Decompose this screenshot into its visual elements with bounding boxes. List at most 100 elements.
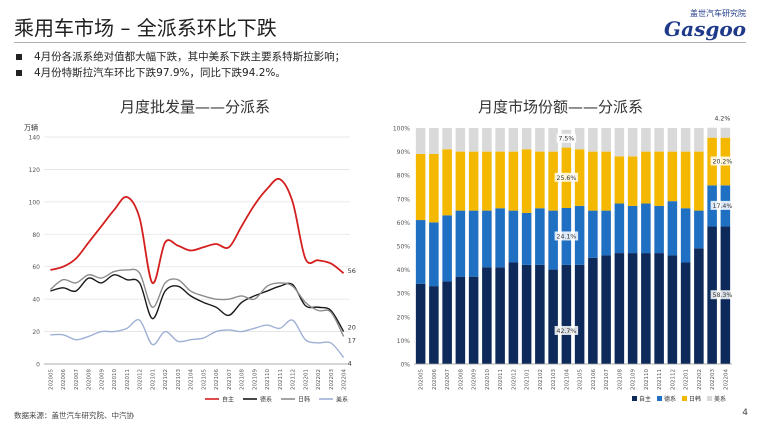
bar-segment-日韩: [535, 151, 545, 209]
bar-segment-自主: [627, 253, 638, 364]
bar-segment-自主: [614, 253, 625, 364]
bar-y-tick: 30%: [397, 291, 411, 298]
line-series-美系: [50, 319, 345, 358]
bar-segment-德系: [654, 205, 664, 254]
bar-segment-自主: [641, 253, 651, 364]
line-x-tick: 202105: [201, 369, 207, 390]
bar-x-tick: 202005: [419, 369, 425, 390]
bar-segment-德系: [641, 203, 651, 254]
bar-segment-美系: [667, 128, 678, 152]
bullet-list: 4月份各派系绝对值都大幅下跌，其中美系下跌主要系特斯拉影响； 4月份特斯拉汽车环…: [16, 49, 345, 81]
line-x-tick: 202103: [176, 369, 182, 390]
bar-x-tick: 202110: [644, 369, 650, 390]
line-x-tick: 202012: [138, 369, 144, 390]
bar-y-tick: 70%: [397, 196, 411, 203]
logo-wordmark: Gasgoo: [664, 17, 746, 41]
bar-x-tick: 202009: [472, 369, 478, 390]
bar-segment-日韩: [680, 151, 691, 209]
bar-segment-德系: [627, 205, 638, 254]
title-divider: [14, 42, 746, 43]
line-x-tick: 202008: [87, 369, 93, 390]
bar-segment-德系: [442, 215, 452, 282]
bar-segment-德系: [468, 210, 479, 277]
bar-data-label: 17.4%: [713, 203, 733, 210]
bar-y-tick: 80%: [397, 173, 411, 180]
bar-segment-日韩: [495, 151, 505, 209]
line-x-tick: 202104: [189, 369, 195, 390]
line-y-tick: 20: [32, 329, 40, 336]
bar-segment-德系: [495, 208, 505, 268]
gasgoo-logo: 盖世汽车研究院 Gasgoo: [654, 8, 746, 42]
bar-segment-德系: [601, 210, 611, 256]
bar-x-tick: 202202: [697, 369, 703, 390]
bar-y-tick: 100%: [393, 126, 410, 133]
bar-legend-swatch: [682, 396, 687, 401]
line-x-tick: 202101: [150, 369, 156, 390]
bar-segment-德系: [574, 205, 585, 265]
bar-segment-自主: [548, 269, 558, 364]
bar-data-label: 25.6%: [557, 175, 577, 182]
line-y-tick: 140: [29, 135, 41, 142]
line-x-tick: 202112: [291, 369, 297, 390]
bar-data-label-bg: [710, 200, 735, 210]
bar-segment-日韩: [415, 153, 426, 221]
bar-x-tick: 202203: [710, 369, 716, 390]
bar-segment-自主: [667, 255, 678, 364]
bar-x-tick: 202006: [432, 369, 438, 390]
bar-segment-日韩: [641, 151, 651, 204]
bar-y-tick: 20%: [397, 314, 411, 321]
bar-segment-日韩: [468, 151, 479, 211]
bar-segment-美系: [468, 128, 479, 152]
bar-segment-美系: [654, 128, 664, 152]
line-x-tick: 202009: [99, 369, 105, 390]
bar-segment-美系: [455, 128, 466, 152]
bar-segment-日韩: [442, 149, 452, 216]
bar-segment-自主: [442, 281, 452, 364]
bar-segment-自主: [429, 286, 439, 364]
bar-segment-日韩: [601, 151, 611, 211]
line-end-label: 20: [348, 324, 356, 332]
bar-x-tick: 202010: [485, 369, 491, 390]
bar-segment-自主: [455, 276, 466, 364]
bar-segment-美系: [614, 128, 625, 157]
line-x-tick: 202204: [342, 369, 348, 390]
bar-x-tick: 202204: [723, 369, 729, 390]
bar-segment-自主: [588, 257, 598, 364]
bar-segment-自主: [468, 276, 479, 364]
line-x-tick: 202106: [214, 369, 220, 390]
line-x-tick: 202107: [227, 369, 233, 390]
bar-data-label-bg: [554, 325, 579, 335]
bar-segment-日韩: [482, 151, 492, 211]
bar-segment-日韩: [548, 151, 558, 211]
bar-segment-自主: [574, 264, 585, 364]
bar-x-tick: 202007: [445, 369, 451, 390]
line-x-tick: 202102: [163, 369, 169, 390]
bar-segment-德系: [588, 210, 598, 258]
bar-legend-label: 德系: [664, 395, 676, 403]
line-legend-label: 自主: [222, 396, 234, 404]
bar-data-label-bg: [554, 172, 579, 182]
bar-y-tick: 10%: [397, 338, 411, 345]
bar-legend-swatch: [707, 396, 712, 401]
bar-segment-日韩: [667, 151, 678, 202]
bar-segment-美系: [442, 128, 452, 150]
bar-segment-德系: [667, 201, 678, 256]
bar-segment-自主: [508, 262, 519, 364]
bar-segment-德系: [455, 210, 466, 277]
bar-segment-德系: [482, 210, 492, 268]
bar-segment-德系: [535, 208, 545, 265]
bar-legend-label: 美系: [714, 395, 726, 403]
bar-x-tick: 202008: [458, 369, 464, 390]
bar-segment-日韩: [455, 151, 466, 211]
bar-x-tick: 202106: [591, 369, 597, 390]
bar-data-label: 20.2%: [713, 159, 733, 166]
bar-segment-美系: [429, 128, 439, 154]
bar-x-tick: 202012: [511, 369, 517, 390]
bar-data-label-bg: [712, 113, 733, 123]
bullet-item: 4月份各派系绝对值都大幅下跌，其中美系下跌主要系特斯拉影响；: [16, 49, 345, 65]
bar-segment-自主: [521, 264, 532, 364]
bar-segment-美系: [588, 128, 598, 152]
bar-segment-德系: [694, 210, 704, 249]
line-y-unit: 万辆: [24, 123, 38, 132]
